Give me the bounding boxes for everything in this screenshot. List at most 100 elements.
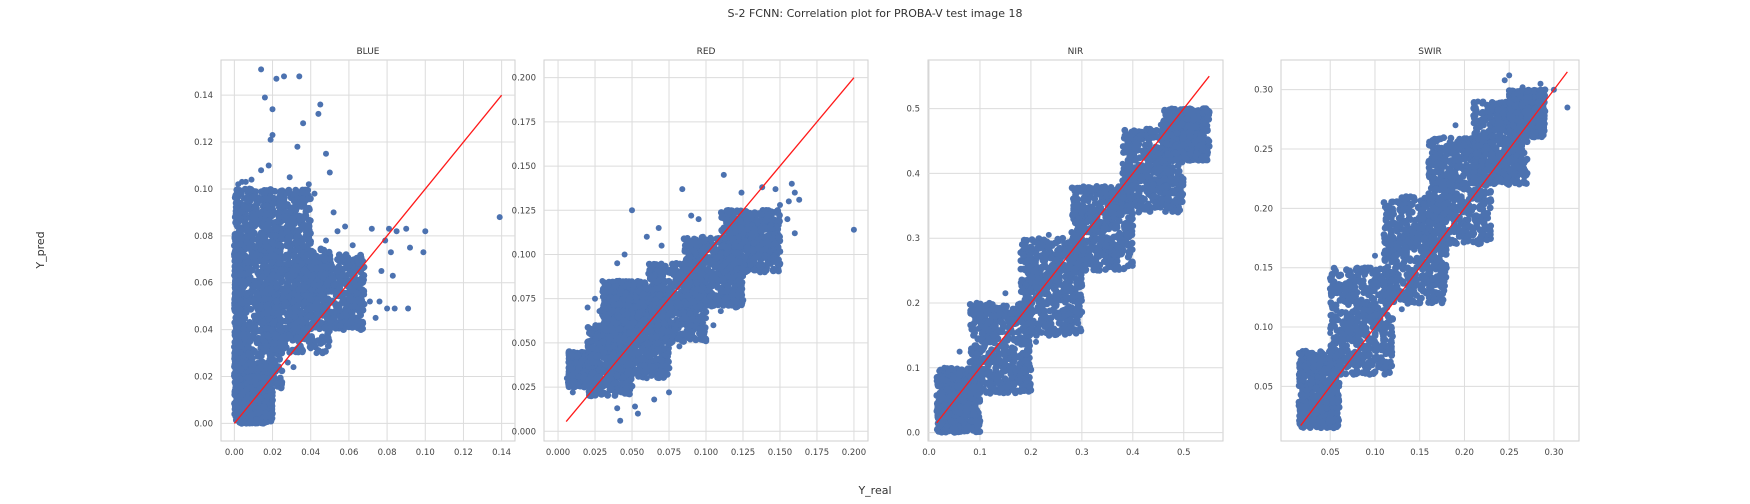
scatter-point (264, 309, 271, 316)
scatter-point (300, 120, 306, 126)
scatter-point (328, 262, 335, 269)
scatter-point (282, 299, 289, 306)
scatter-point (312, 191, 318, 197)
scatter-point (335, 263, 342, 270)
scatter-point (248, 298, 255, 305)
y-tick-label: 0.06 (194, 279, 213, 289)
scatter-point (270, 200, 277, 207)
scatter-point (646, 353, 653, 360)
y-tick-label: 0.14 (194, 91, 213, 101)
y-tick-label: 0.050 (512, 339, 536, 349)
scatter-point (263, 343, 270, 350)
y-axis-label: Y_pred (34, 231, 47, 269)
scatter-point (294, 334, 301, 341)
scatter-point (266, 163, 272, 169)
scatter-point (242, 227, 249, 234)
scatter-point (306, 181, 312, 187)
x-tick-label: 0.025 (583, 448, 607, 458)
scatter-point (316, 282, 323, 289)
scatter-point (420, 249, 426, 255)
x-tick-label: 0.150 (768, 448, 792, 458)
y-tick-label: 0.125 (512, 206, 536, 216)
scatter-point (252, 377, 259, 384)
y-tick-label: 0.100 (512, 250, 536, 260)
scatter-point (342, 310, 348, 316)
scatter-point (601, 349, 608, 356)
x-tick-label: 0.14 (492, 448, 511, 458)
scatter-point (242, 186, 249, 193)
scatter-point (291, 198, 298, 205)
scatter-point (606, 376, 613, 383)
scatter-point (251, 313, 258, 320)
scatter-point (629, 361, 636, 368)
scatter-point (236, 349, 243, 356)
scatter-point (278, 379, 285, 386)
y-tick-label: 0.175 (512, 118, 536, 128)
scatter-point (283, 216, 290, 223)
scatter-point (369, 226, 375, 232)
scatter-point (257, 196, 264, 203)
scatter-point (276, 214, 283, 221)
scatter-point (264, 332, 271, 339)
scatter-point (295, 349, 302, 356)
scatter-point (279, 334, 286, 341)
scatter-point (313, 265, 320, 272)
scatter-point (322, 324, 329, 331)
scatter-point (345, 262, 352, 269)
scatter-point (291, 364, 297, 370)
scatter-point (623, 354, 630, 361)
scatter-point (258, 229, 265, 236)
x-tick-label: 0.08 (378, 448, 397, 458)
scatter-point (625, 368, 632, 375)
scatter-point (291, 220, 298, 227)
scatter-point (239, 359, 246, 366)
scatter-point (589, 369, 596, 376)
scatter-point (280, 197, 287, 204)
scatter-point (336, 277, 343, 284)
scatter-point (355, 256, 362, 263)
scatter-point (278, 266, 285, 273)
scatter-point (323, 238, 329, 244)
y-tick-label: 0.08 (194, 232, 213, 242)
scatter-point (251, 230, 258, 237)
scatter-point (261, 257, 268, 264)
scatter-point (281, 73, 287, 79)
scatter-point (264, 393, 271, 400)
scatter-point (378, 268, 384, 274)
scatter-point (267, 253, 274, 260)
scatter-point (321, 256, 328, 263)
scatter-point (235, 181, 241, 187)
scatter-point (314, 350, 320, 356)
y-tick-label: 0.025 (512, 383, 536, 393)
scatter-point (342, 224, 348, 230)
scatter-point (324, 279, 331, 286)
y-tick-label: 0.10 (194, 185, 213, 195)
scatter-point (623, 386, 630, 393)
scatter-point (300, 196, 307, 203)
scatter-point (246, 269, 253, 276)
scatter-point (315, 111, 321, 117)
scatter-point (405, 306, 411, 312)
scatter-point (305, 221, 312, 228)
y-tick-label: 0.04 (194, 326, 213, 336)
scatter-point (377, 299, 383, 305)
scatter-point (632, 369, 639, 376)
scatter-point (299, 189, 306, 196)
scatter-point (260, 318, 267, 325)
scatter-point (323, 151, 329, 157)
scatter-point (237, 254, 244, 261)
scatter-point (620, 374, 627, 381)
x-tick-label: 0.06 (339, 448, 358, 458)
scatter-point (243, 179, 249, 185)
scatter-point (272, 232, 279, 239)
x-tick-label: 0.12 (454, 448, 473, 458)
scatter-point (350, 242, 356, 248)
scatter-point (388, 249, 394, 255)
scatter-point (318, 246, 325, 253)
figure-title: S-2 FCNN: Correlation plot for PROBA-V t… (728, 7, 1023, 20)
y-tick-label: 0.12 (194, 138, 213, 148)
scatter-point (298, 261, 305, 268)
scatter-point (285, 188, 292, 195)
scatter-point (261, 296, 268, 303)
